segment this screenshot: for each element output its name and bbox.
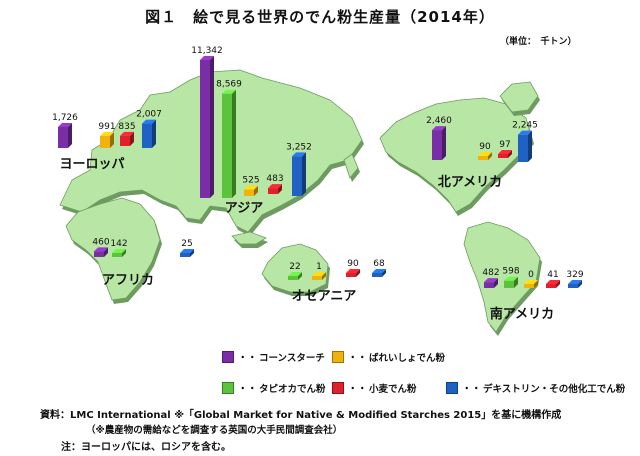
unit-label: （単位： 千トン） — [500, 37, 577, 47]
bar-europe-dextrin — [142, 119, 156, 148]
data-label-africa-tapioca: 142 — [110, 239, 127, 249]
legend-label-potato: ばれいしょでん粉 — [369, 353, 446, 364]
bar-asia-wheat — [268, 184, 282, 194]
data-label-north-america-wheat: 97 — [499, 140, 510, 150]
legend-label-dextrin: デキストリン・その他化工でん粉 — [483, 384, 626, 395]
bar-north-america-wheat — [498, 150, 512, 158]
legend-label-corn: コーンスターチ — [259, 353, 325, 364]
legend-swatch-potato — [332, 351, 344, 363]
bar-south-america-tapioca — [504, 276, 518, 288]
bar-europe-corn — [58, 122, 72, 148]
legend-item-wheat: ・・ 小麦でん粉 — [332, 381, 417, 395]
data-label-south-america-wheat: 41 — [547, 270, 558, 280]
bar-north-america-potato — [478, 152, 492, 160]
bar-south-america-potato — [524, 280, 538, 288]
data-label-oceania-dextrin: 68 — [373, 259, 385, 269]
data-label-asia-potato: 525 — [242, 176, 259, 186]
data-label-asia-wheat: 483 — [266, 174, 283, 184]
bar-south-america-dextrin — [568, 279, 582, 288]
region-label-europe: ヨーロッパ — [59, 157, 124, 172]
bar-africa-tapioca — [112, 249, 126, 257]
landmass-south-america — [463, 221, 541, 333]
landmass-north-america — [379, 97, 533, 213]
bar-africa-corn — [94, 247, 108, 257]
bar-europe-wheat — [120, 131, 134, 146]
legend-swatch-corn — [222, 351, 234, 363]
data-label-europe-wheat: 835 — [118, 122, 135, 132]
bar-africa-dextrin — [180, 249, 194, 257]
bar-south-america-corn — [484, 278, 498, 288]
data-label-north-america-dextrin: 2,245 — [512, 121, 538, 131]
bar-europe-potato — [100, 131, 114, 148]
data-label-south-america-corn: 482 — [482, 268, 499, 278]
data-label-south-america-tapioca: 598 — [502, 267, 519, 277]
landmass-indonesia — [231, 231, 267, 245]
region-label-oceania: オセアニア — [292, 289, 357, 304]
bar-north-america-dextrin — [518, 130, 532, 162]
landmass-oceania — [261, 243, 329, 293]
region-label-asia: アジア — [225, 201, 263, 216]
bar-south-america-wheat — [546, 280, 560, 288]
data-label-europe-corn: 1,726 — [52, 113, 78, 123]
data-label-north-america-potato: 90 — [479, 142, 491, 152]
data-label-africa-dextrin: 25 — [181, 239, 192, 249]
landmass-greenland — [499, 81, 539, 113]
data-label-oceania-wheat: 90 — [347, 259, 359, 269]
legend-item-corn: ・・ コーンスターチ — [222, 350, 325, 364]
data-label-oceania-tapioca: 22 — [289, 262, 300, 272]
data-label-europe-potato: 991 — [98, 122, 115, 132]
bar-oceania-wheat — [346, 269, 360, 277]
bar-asia-tapioca — [222, 89, 236, 198]
bar-asia-dextrin — [292, 152, 306, 196]
legend-label-tapioca: タピオカでん粉 — [259, 384, 326, 395]
legend-item-potato: ・・ ばれいしょでん粉 — [332, 350, 445, 364]
legend-item-dextrin: ・・ デキストリン・その他化工でん粉 — [446, 381, 625, 395]
region-label-africa: アフリカ — [102, 273, 154, 288]
chart-title: 図１ 絵で見る世界のでん粉生産量（2014年） — [145, 8, 495, 26]
landmass-africa — [65, 197, 161, 301]
data-label-asia-corn: 11,342 — [191, 46, 223, 56]
data-label-south-america-dextrin: 329 — [566, 270, 583, 280]
source-text: 資料：LMC International ※「Global Market for… — [40, 410, 562, 421]
data-label-europe-dextrin: 2,007 — [136, 110, 162, 120]
data-label-oceania-potato: 1 — [316, 262, 322, 272]
legend-swatch-wheat — [332, 382, 344, 394]
landmass-japan — [343, 153, 359, 179]
bar-north-america-corn — [432, 126, 446, 160]
legend-swatch-tapioca — [222, 382, 234, 394]
data-label-north-america-corn: 2,460 — [426, 116, 452, 126]
source-note-text: （※農産物の需給などを調査する英国の大手民間調査会社） — [86, 425, 343, 436]
data-label-asia-tapioca: 8,569 — [216, 80, 242, 90]
legend-swatch-dextrin — [446, 382, 458, 394]
data-label-asia-dextrin: 3,252 — [286, 142, 312, 152]
footnote-text: 注：ヨーロッパには、ロシアを含む。 — [61, 442, 231, 453]
bar-marks — [58, 56, 582, 288]
data-label-south-america-potato: 0 — [528, 270, 534, 280]
legend-label-wheat: 小麦でん粉 — [369, 384, 417, 395]
data-label-africa-corn: 460 — [92, 237, 109, 247]
legend-item-tapioca: ・・ タピオカでん粉 — [222, 381, 326, 395]
bar-oceania-dextrin — [372, 269, 386, 277]
bar-asia-potato — [244, 185, 258, 196]
region-label-south-america: 南アメリカ — [490, 306, 554, 322]
bar-asia-corn — [200, 56, 214, 198]
bar-oceania-potato — [312, 272, 326, 280]
region-label-north-america: 北アメリカ — [438, 175, 502, 190]
bar-oceania-tapioca — [288, 272, 302, 280]
